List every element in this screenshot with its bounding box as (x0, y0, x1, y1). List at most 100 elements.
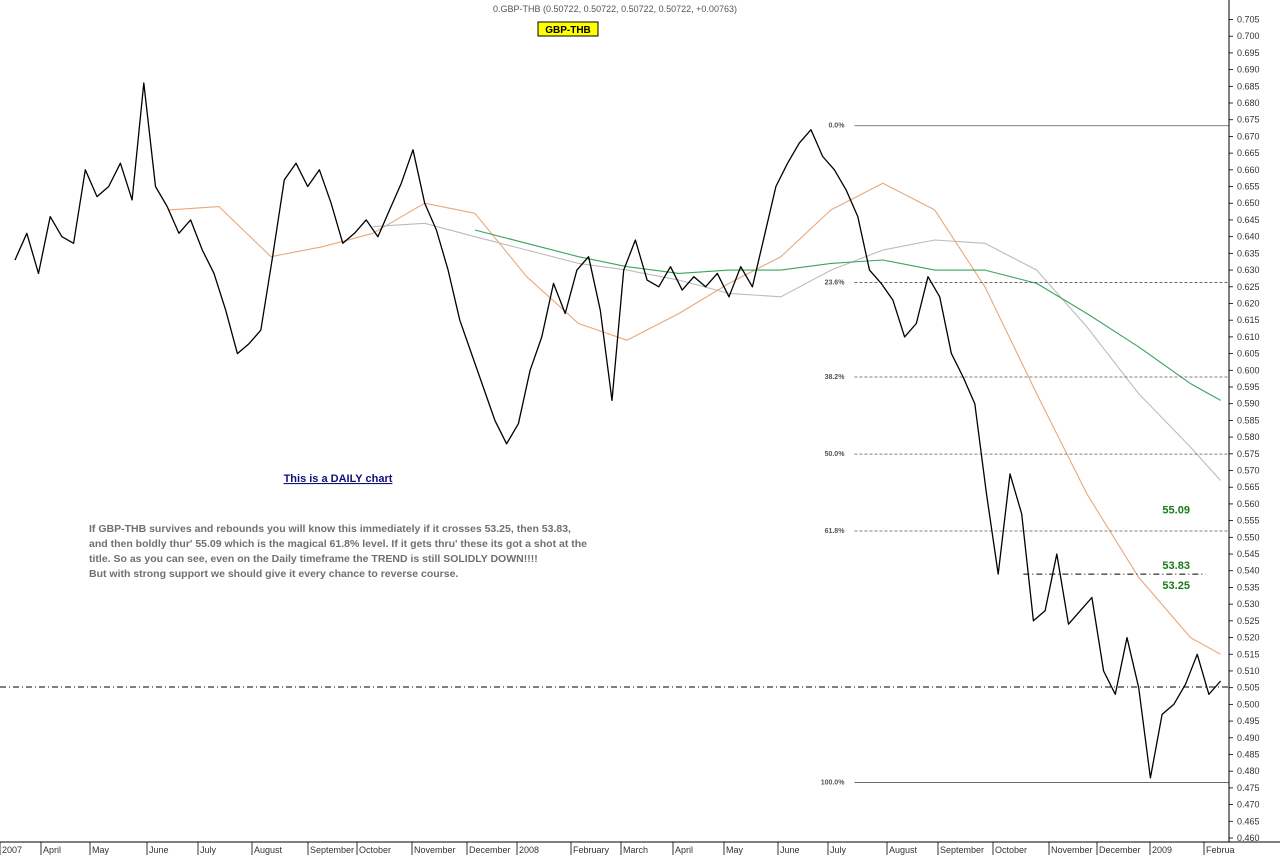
ma-medium-line (372, 222, 1222, 481)
x-tick-label: November (414, 845, 456, 855)
y-tick-label: 0.535 (1237, 582, 1260, 592)
x-tick-label: October (995, 845, 1027, 855)
y-tick-label: 0.655 (1237, 182, 1260, 192)
level-label: 53.83 (1162, 560, 1190, 572)
y-tick-label: 0.515 (1237, 649, 1260, 659)
comment-line: and then boldly thur' 55.09 which is the… (89, 538, 587, 550)
y-tick-label: 0.575 (1237, 449, 1260, 459)
price-series (14, 82, 1222, 779)
y-tick-label: 0.690 (1237, 65, 1260, 75)
x-tick-label: September (310, 845, 354, 855)
y-tick-label: 0.585 (1237, 415, 1260, 425)
x-tick-label: February (573, 845, 610, 855)
y-tick-label: 0.590 (1237, 399, 1260, 409)
y-tick-label: 0.605 (1237, 349, 1260, 359)
fib-level-label: 61.8% (825, 528, 846, 535)
x-tick-label: August (254, 845, 283, 855)
y-tick-label: 0.665 (1237, 148, 1260, 158)
y-tick-label: 0.660 (1237, 165, 1260, 175)
fib-level-label: 38.2% (825, 374, 846, 381)
y-tick-label: 0.485 (1237, 749, 1260, 759)
y-tick-label: 0.525 (1237, 616, 1260, 626)
ma-fast-line (168, 182, 1221, 655)
ma-slow-line (474, 229, 1221, 401)
y-tick-label: 0.615 (1237, 315, 1260, 325)
y-tick-label: 0.640 (1237, 232, 1260, 242)
x-tick-label: Februa (1206, 845, 1235, 855)
y-tick-label: 0.530 (1237, 599, 1260, 609)
x-tick-label: August (889, 845, 918, 855)
comment-line: But with strong support we should give i… (89, 568, 458, 580)
y-tick-label: 0.635 (1237, 248, 1260, 258)
comment-line: title. So as you can see, even on the Da… (89, 553, 538, 565)
y-tick-label: 0.620 (1237, 298, 1260, 308)
y-tick-label: 0.650 (1237, 198, 1260, 208)
x-tick-label: December (1099, 845, 1141, 855)
x-tick-label: May (92, 845, 110, 855)
x-tick-label: September (940, 845, 984, 855)
y-tick-label: 0.475 (1237, 783, 1260, 793)
y-tick-label: 0.560 (1237, 499, 1260, 509)
moving-averages (168, 182, 1222, 655)
comment-line: If GBP-THB survives and rebounds you wil… (89, 523, 571, 535)
x-tick-label: 2009 (1152, 845, 1172, 855)
fib-level-label: 100.0% (821, 780, 846, 787)
x-tick-label: 2008 (519, 845, 539, 855)
symbol-badge: GBP-THB (545, 25, 591, 36)
y-tick-label: 0.550 (1237, 532, 1260, 542)
x-tick-label: March (623, 845, 648, 855)
x-tick-label: May (726, 845, 744, 855)
y-tick-label: 0.700 (1237, 31, 1260, 41)
y-tick-label: 0.465 (1237, 816, 1260, 826)
x-tick-label: June (780, 845, 800, 855)
y-tick-label: 0.500 (1237, 699, 1260, 709)
x-tick-label: April (43, 845, 61, 855)
fib-level-label: 23.6% (825, 279, 846, 286)
y-tick-label: 0.565 (1237, 482, 1260, 492)
fib-level-label: 0.0% (828, 123, 845, 130)
x-tick-label: April (675, 845, 693, 855)
x-tick-label: November (1051, 845, 1093, 855)
daily-chart-note: This is a DAILY chart (284, 473, 393, 485)
y-tick-label: 0.570 (1237, 466, 1260, 476)
y-tick-label: 0.675 (1237, 115, 1260, 125)
y-tick-label: 0.645 (1237, 215, 1260, 225)
y-tick-label: 0.510 (1237, 666, 1260, 676)
x-tick-label: June (149, 845, 169, 855)
level-label: 53.25 (1162, 580, 1190, 592)
x-tick-label: July (200, 845, 217, 855)
y-tick-label: 0.600 (1237, 365, 1260, 375)
y-tick-label: 0.505 (1237, 683, 1260, 693)
x-tick-label: 2007 (2, 845, 22, 855)
y-tick-label: 0.490 (1237, 733, 1260, 743)
x-tick-label: December (469, 845, 511, 855)
y-tick-label: 0.630 (1237, 265, 1260, 275)
y-tick-label: 0.540 (1237, 566, 1260, 576)
quote-line: 0.GBP-THB (0.50722, 0.50722, 0.50722, 0.… (493, 4, 737, 14)
y-tick-label: 0.670 (1237, 131, 1260, 141)
y-tick-label: 0.555 (1237, 516, 1260, 526)
y-tick-label: 0.625 (1237, 282, 1260, 292)
y-tick-label: 0.695 (1237, 48, 1260, 58)
y-tick-label: 0.480 (1237, 766, 1260, 776)
symbol-badge-box (537, 21, 599, 37)
price-line (14, 82, 1222, 779)
x-tick-label: October (359, 845, 391, 855)
x-tick-label: July (830, 845, 847, 855)
y-tick-label: 0.580 (1237, 432, 1260, 442)
fibonacci-levels: 0.0% 23.6% 38.2% 50.0% 61.8% 100.0% 55.09 53.83… (0, 123, 1229, 787)
y-tick-label: 0.705 (1237, 15, 1260, 25)
fib-level-label: 50.0% (825, 451, 846, 458)
y-tick-label: 0.545 (1237, 549, 1260, 559)
y-tick-label: 0.520 (1237, 633, 1260, 643)
y-tick-label: 0.495 (1237, 716, 1260, 726)
y-tick-label: 0.685 (1237, 81, 1260, 91)
y-tick-label: 0.460 (1237, 833, 1260, 843)
y-tick-label: 0.610 (1237, 332, 1260, 342)
y-tick-label: 0.470 (1237, 800, 1260, 810)
level-label: 55.09 (1162, 505, 1190, 517)
y-tick-label: 0.595 (1237, 382, 1260, 392)
